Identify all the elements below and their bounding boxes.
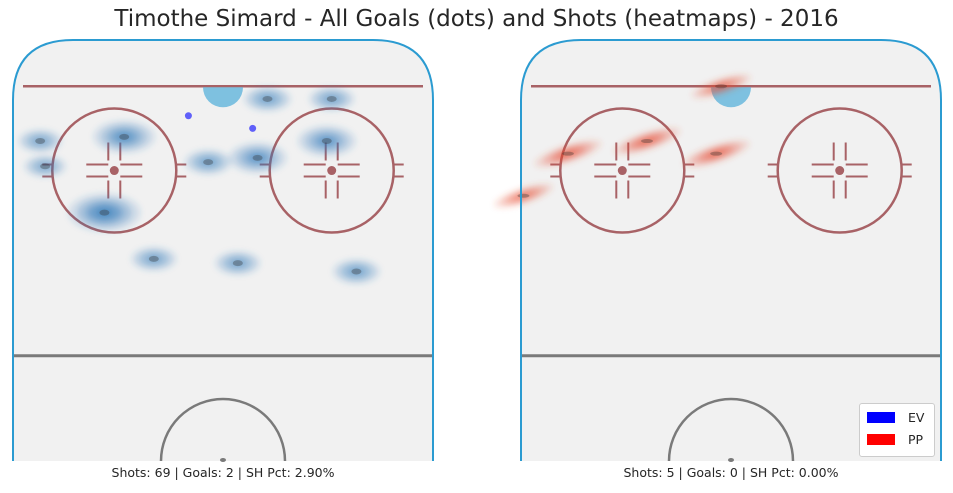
heat-contour [39, 163, 51, 170]
faceoff-dot-right [835, 166, 845, 176]
center-dot [220, 458, 226, 462]
heatmap-layer [494, 74, 751, 208]
heat-peak [35, 138, 46, 145]
chart-title: Timothe Simard - All Goals (dots) and Sh… [114, 6, 839, 32]
heat-contour [202, 158, 215, 166]
faceoff-dot-left [617, 166, 627, 176]
legend-swatch-ev [867, 411, 895, 423]
heat-contour [713, 83, 729, 90]
legend-item-pp: PP [867, 431, 924, 447]
heat-contour [95, 207, 114, 218]
heat-contour [261, 95, 274, 103]
left-rink-caption: Shots: 69 | Goals: 2 | SH Pct: 2.90% [111, 465, 335, 480]
heat-peak [351, 268, 362, 275]
heat-peak [262, 95, 273, 102]
heat-contour [638, 137, 656, 145]
center-circle [667, 397, 795, 462]
boards [12, 39, 434, 461]
heat-peak [517, 193, 530, 198]
legend-label-pp: PP [908, 431, 924, 447]
heat-contour [707, 150, 725, 158]
faceoff-dot-right [327, 166, 337, 176]
heat-contour [319, 137, 334, 145]
faceoff-circle-right [776, 107, 903, 234]
heat-peak [252, 154, 263, 161]
heat-peak [561, 151, 574, 156]
heat-peak [148, 255, 159, 262]
heat-peak [641, 139, 653, 144]
heat-contour [116, 132, 132, 141]
goal-crease [203, 87, 243, 108]
center-dot [728, 458, 734, 462]
legend: EV PP [859, 403, 935, 457]
heat-peak [321, 138, 332, 145]
heat-contour [350, 268, 363, 275]
heat-contour [232, 260, 244, 267]
heat-peak [715, 84, 728, 89]
boards [520, 39, 942, 461]
heat-peak [119, 133, 130, 140]
goal-dot [184, 112, 192, 120]
rink-right [494, 39, 942, 462]
heat-contour [250, 154, 265, 162]
legend-swatch-pp [867, 433, 895, 445]
faceoff-dot-left [109, 166, 119, 176]
rink-left [12, 39, 434, 462]
heat-peak [40, 163, 51, 170]
goal-dot [249, 124, 257, 132]
right-rink-caption: Shots: 5 | Goals: 0 | SH Pct: 0.00% [623, 465, 839, 480]
legend-item-ev: EV [867, 409, 925, 425]
heat-contour [326, 95, 338, 102]
heatmap-layer [18, 86, 380, 285]
heat-contour [559, 150, 577, 158]
heat-peak [203, 159, 214, 166]
heat-contour [34, 138, 46, 144]
heat-peak [326, 95, 337, 102]
heat-peak [232, 260, 243, 267]
faceoff-circle-left [559, 107, 686, 234]
heat-peak [99, 209, 110, 216]
heat-contour [516, 192, 531, 199]
heat-peak [710, 151, 723, 156]
center-circle [159, 397, 287, 462]
legend-label-ev: EV [908, 409, 925, 425]
heat-contour [148, 255, 160, 262]
